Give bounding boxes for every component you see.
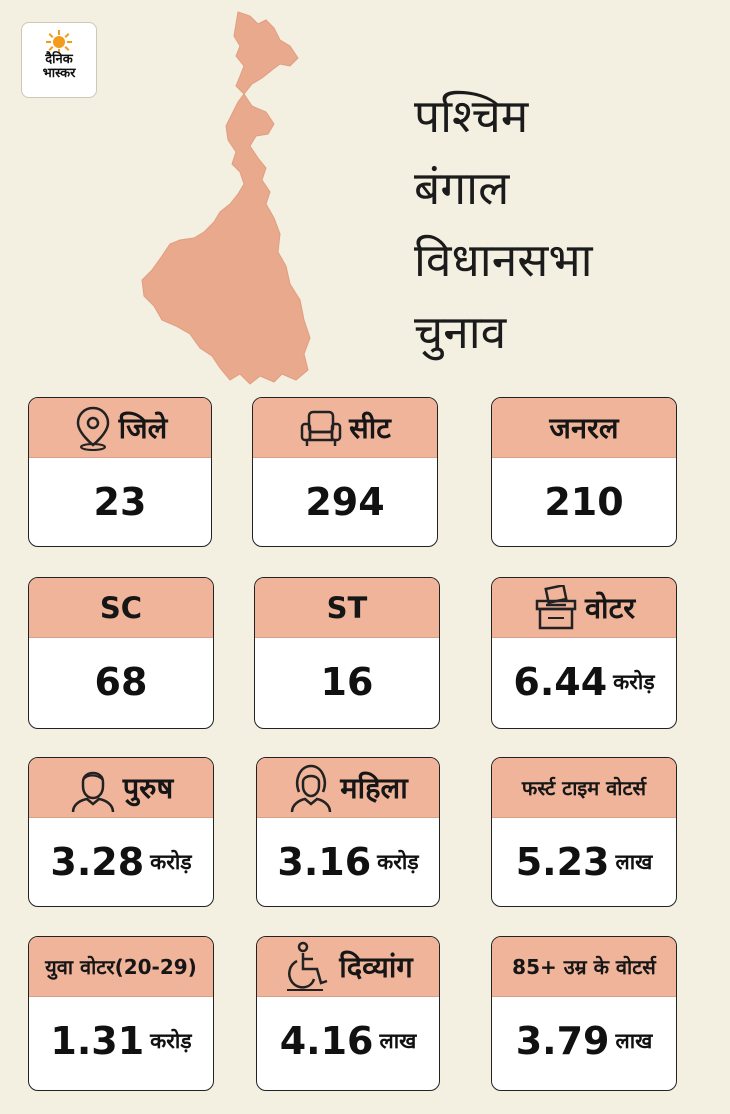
card-header: फर्स्ट टाइम वोटर्स: [492, 758, 676, 818]
card-value: 23: [93, 480, 147, 524]
stat-card-85-plus-voters: 85+ उम्र के वोटर्स 3.79 लाख: [491, 936, 677, 1091]
card-unit: लाख: [615, 1029, 653, 1053]
card-header: जनरल: [492, 398, 676, 458]
card-body: 6.44 करोड़: [492, 638, 676, 726]
card-body: 3.16 करोड़: [257, 818, 439, 906]
woman-icon: [291, 764, 332, 812]
title-line-3: विधानसभा: [414, 233, 593, 287]
card-label: महिला: [340, 771, 408, 805]
card-value: 5.23: [515, 840, 610, 884]
card-header: वोटर: [492, 578, 676, 638]
card-body: 1.31 करोड़: [29, 997, 213, 1085]
card-body: 23: [29, 458, 211, 546]
stat-card-first-time-voters: फर्स्ट टाइम वोटर्स 5.23 लाख: [491, 757, 677, 907]
stat-card-seats: सीट 294: [252, 397, 438, 547]
card-label: दिव्यांग: [339, 950, 413, 984]
card-body: 294: [253, 458, 437, 546]
stat-card-men: पुरुष 3.28 करोड़: [28, 757, 214, 907]
card-unit: करोड़: [150, 1029, 192, 1053]
stat-card-sc: SC 68: [28, 577, 214, 729]
card-header: SC: [29, 578, 213, 638]
card-value: 210: [544, 480, 624, 524]
card-unit: करोड़: [377, 850, 419, 874]
card-value: 1.31: [50, 1019, 145, 1063]
stat-card-disabled: दिव्यांग 4.16 लाख: [256, 936, 440, 1091]
card-header: 85+ उम्र के वोटर्स: [492, 937, 676, 997]
man-icon: [71, 771, 114, 812]
ballot-box-icon: [535, 584, 577, 629]
dainik-bhaskar-logo: दैनिक भास्कर: [21, 22, 97, 98]
card-header: दिव्यांग: [257, 937, 439, 997]
card-unit: करोड़: [613, 670, 655, 694]
card-value: 3.16: [277, 840, 372, 884]
title-line-1: पश्चिम: [414, 89, 529, 143]
card-body: 3.28 करोड़: [29, 818, 213, 906]
card-label: SC: [99, 590, 143, 625]
card-label: सीट: [349, 411, 391, 445]
stat-card-general: जनरल 210: [491, 397, 677, 547]
card-header: ST: [255, 578, 439, 638]
stat-card-voters: वोटर 6.44 करोड़: [491, 577, 677, 729]
card-header: पुरुष: [29, 758, 213, 818]
card-value: 16: [320, 660, 374, 704]
card-body: 5.23 लाख: [492, 818, 676, 906]
location-pin-icon: [76, 406, 109, 451]
card-unit: लाख: [615, 850, 653, 874]
wheelchair-icon: [287, 941, 328, 991]
stat-card-women: महिला 3.16 करोड़: [256, 757, 440, 907]
logo-line-1: दैनिक: [45, 52, 73, 67]
stat-card-districts: जिले 23: [28, 397, 212, 547]
card-value: 68: [94, 660, 148, 704]
card-unit: करोड़: [150, 850, 192, 874]
title-line-2: बंगाल: [414, 161, 510, 215]
card-header: युवा वोटर(20-29): [29, 937, 213, 997]
card-value: 6.44: [513, 660, 608, 704]
card-header: सीट: [253, 398, 437, 458]
west-bengal-map: [141, 11, 311, 385]
card-label: जनरल: [549, 411, 619, 445]
title-line-4: चुनाव: [414, 305, 507, 359]
card-label: वोटर: [584, 591, 636, 625]
card-value: 3.79: [515, 1019, 610, 1063]
card-label: ST: [326, 590, 368, 625]
card-body: 16: [255, 638, 439, 726]
stat-card-st: ST 16: [254, 577, 440, 729]
logo-line-2: भास्कर: [42, 66, 76, 81]
page-title: पश्चिम बंगाल विधानसभा चुनाव: [414, 80, 714, 368]
card-header: जिले: [29, 398, 211, 458]
card-label: पुरुष: [122, 771, 174, 805]
card-body: 210: [492, 458, 676, 546]
card-label: 85+ उम्र के वोटर्स: [512, 955, 656, 979]
armchair-icon: [300, 410, 342, 446]
card-unit: लाख: [379, 1029, 417, 1053]
card-header: महिला: [257, 758, 439, 818]
card-value: 294: [305, 480, 385, 524]
card-value: 4.16: [279, 1019, 374, 1063]
card-label: फर्स्ट टाइम वोटर्स: [521, 776, 647, 800]
card-label: युवा वोटर(20-29): [45, 955, 197, 979]
card-body: 3.79 लाख: [492, 997, 676, 1085]
card-value: 3.28: [50, 840, 145, 884]
sun-icon: [46, 30, 72, 53]
card-body: 68: [29, 638, 213, 726]
card-body: 4.16 लाख: [257, 997, 439, 1085]
card-label: जिले: [118, 411, 168, 445]
stat-card-young-voters: युवा वोटर(20-29) 1.31 करोड़: [28, 936, 214, 1091]
